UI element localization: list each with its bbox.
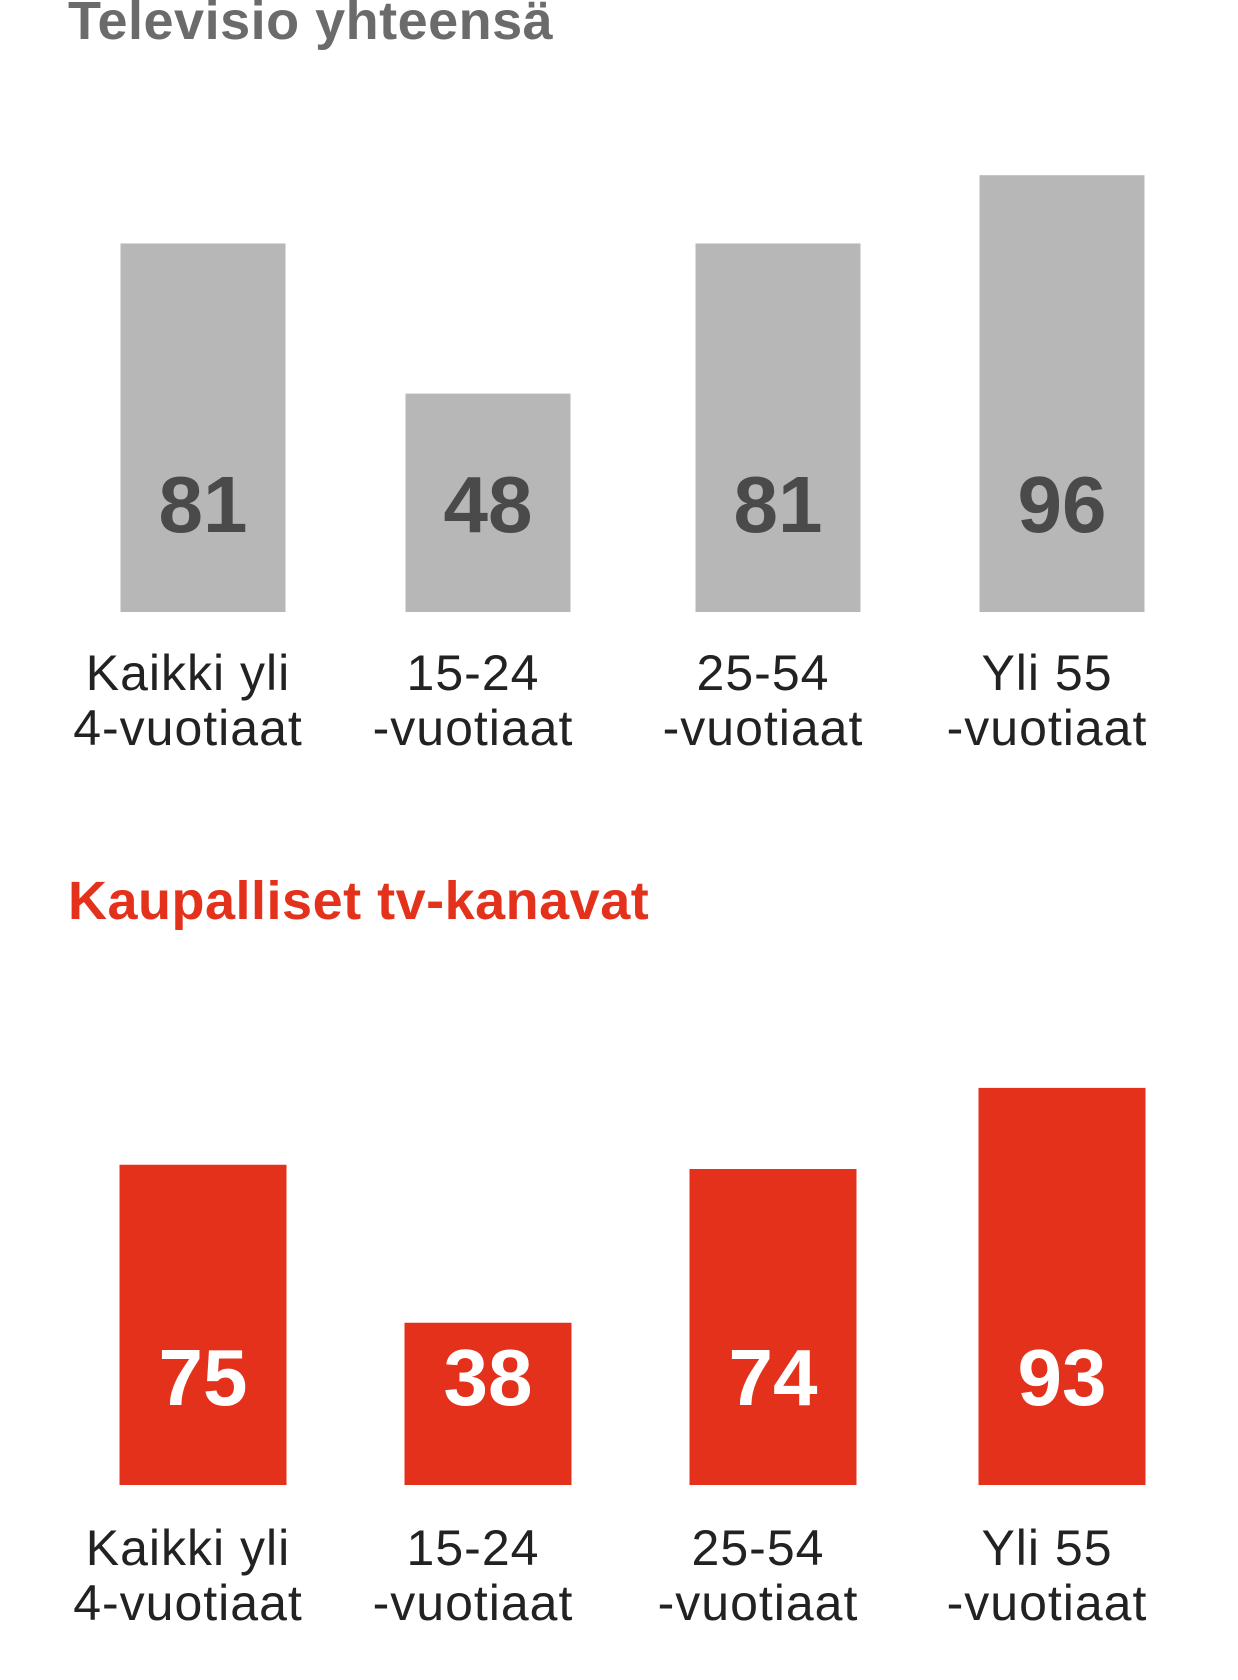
category-label: 4-vuotiaat [73,1575,303,1631]
value-label: 75 [159,1333,248,1422]
value-label: 81 [159,460,248,549]
category-label: 25-54 [697,645,830,701]
bar [119,1164,287,1485]
chart-title-commercial-channels: Kaupalliset tv-kanavat [68,871,650,931]
category-label: -vuotiaat [373,700,574,756]
category-label: Kaikki yli [86,645,290,701]
category-label: -vuotiaat [663,700,864,756]
value-label: 48 [444,460,533,549]
category-label: 4-vuotiaat [73,700,303,756]
value-label: 93 [1018,1333,1107,1422]
category-label: Yli 55 [981,645,1112,701]
value-label: 96 [1018,460,1107,549]
category-label: 25-54 [692,1520,825,1576]
category-label: 15-24 [407,1520,540,1576]
category-label: -vuotiaat [947,700,1148,756]
category-label: Kaikki yli [86,1520,290,1576]
value-label: 38 [444,1333,533,1422]
value-label: 81 [734,460,823,549]
value-label: 74 [729,1333,818,1422]
category-label: 15-24 [407,645,540,701]
bar [404,1322,572,1485]
bar [689,1169,857,1485]
bar [405,393,571,612]
bar [979,175,1145,612]
category-label: Yli 55 [981,1520,1112,1576]
category-label: -vuotiaat [947,1575,1148,1631]
bar [695,243,861,612]
category-label: -vuotiaat [373,1575,574,1631]
chart-title-total-tv: Televisio yhteensä [68,0,554,51]
bar [978,1087,1146,1485]
category-label: -vuotiaat [658,1575,859,1631]
bar [120,243,286,612]
